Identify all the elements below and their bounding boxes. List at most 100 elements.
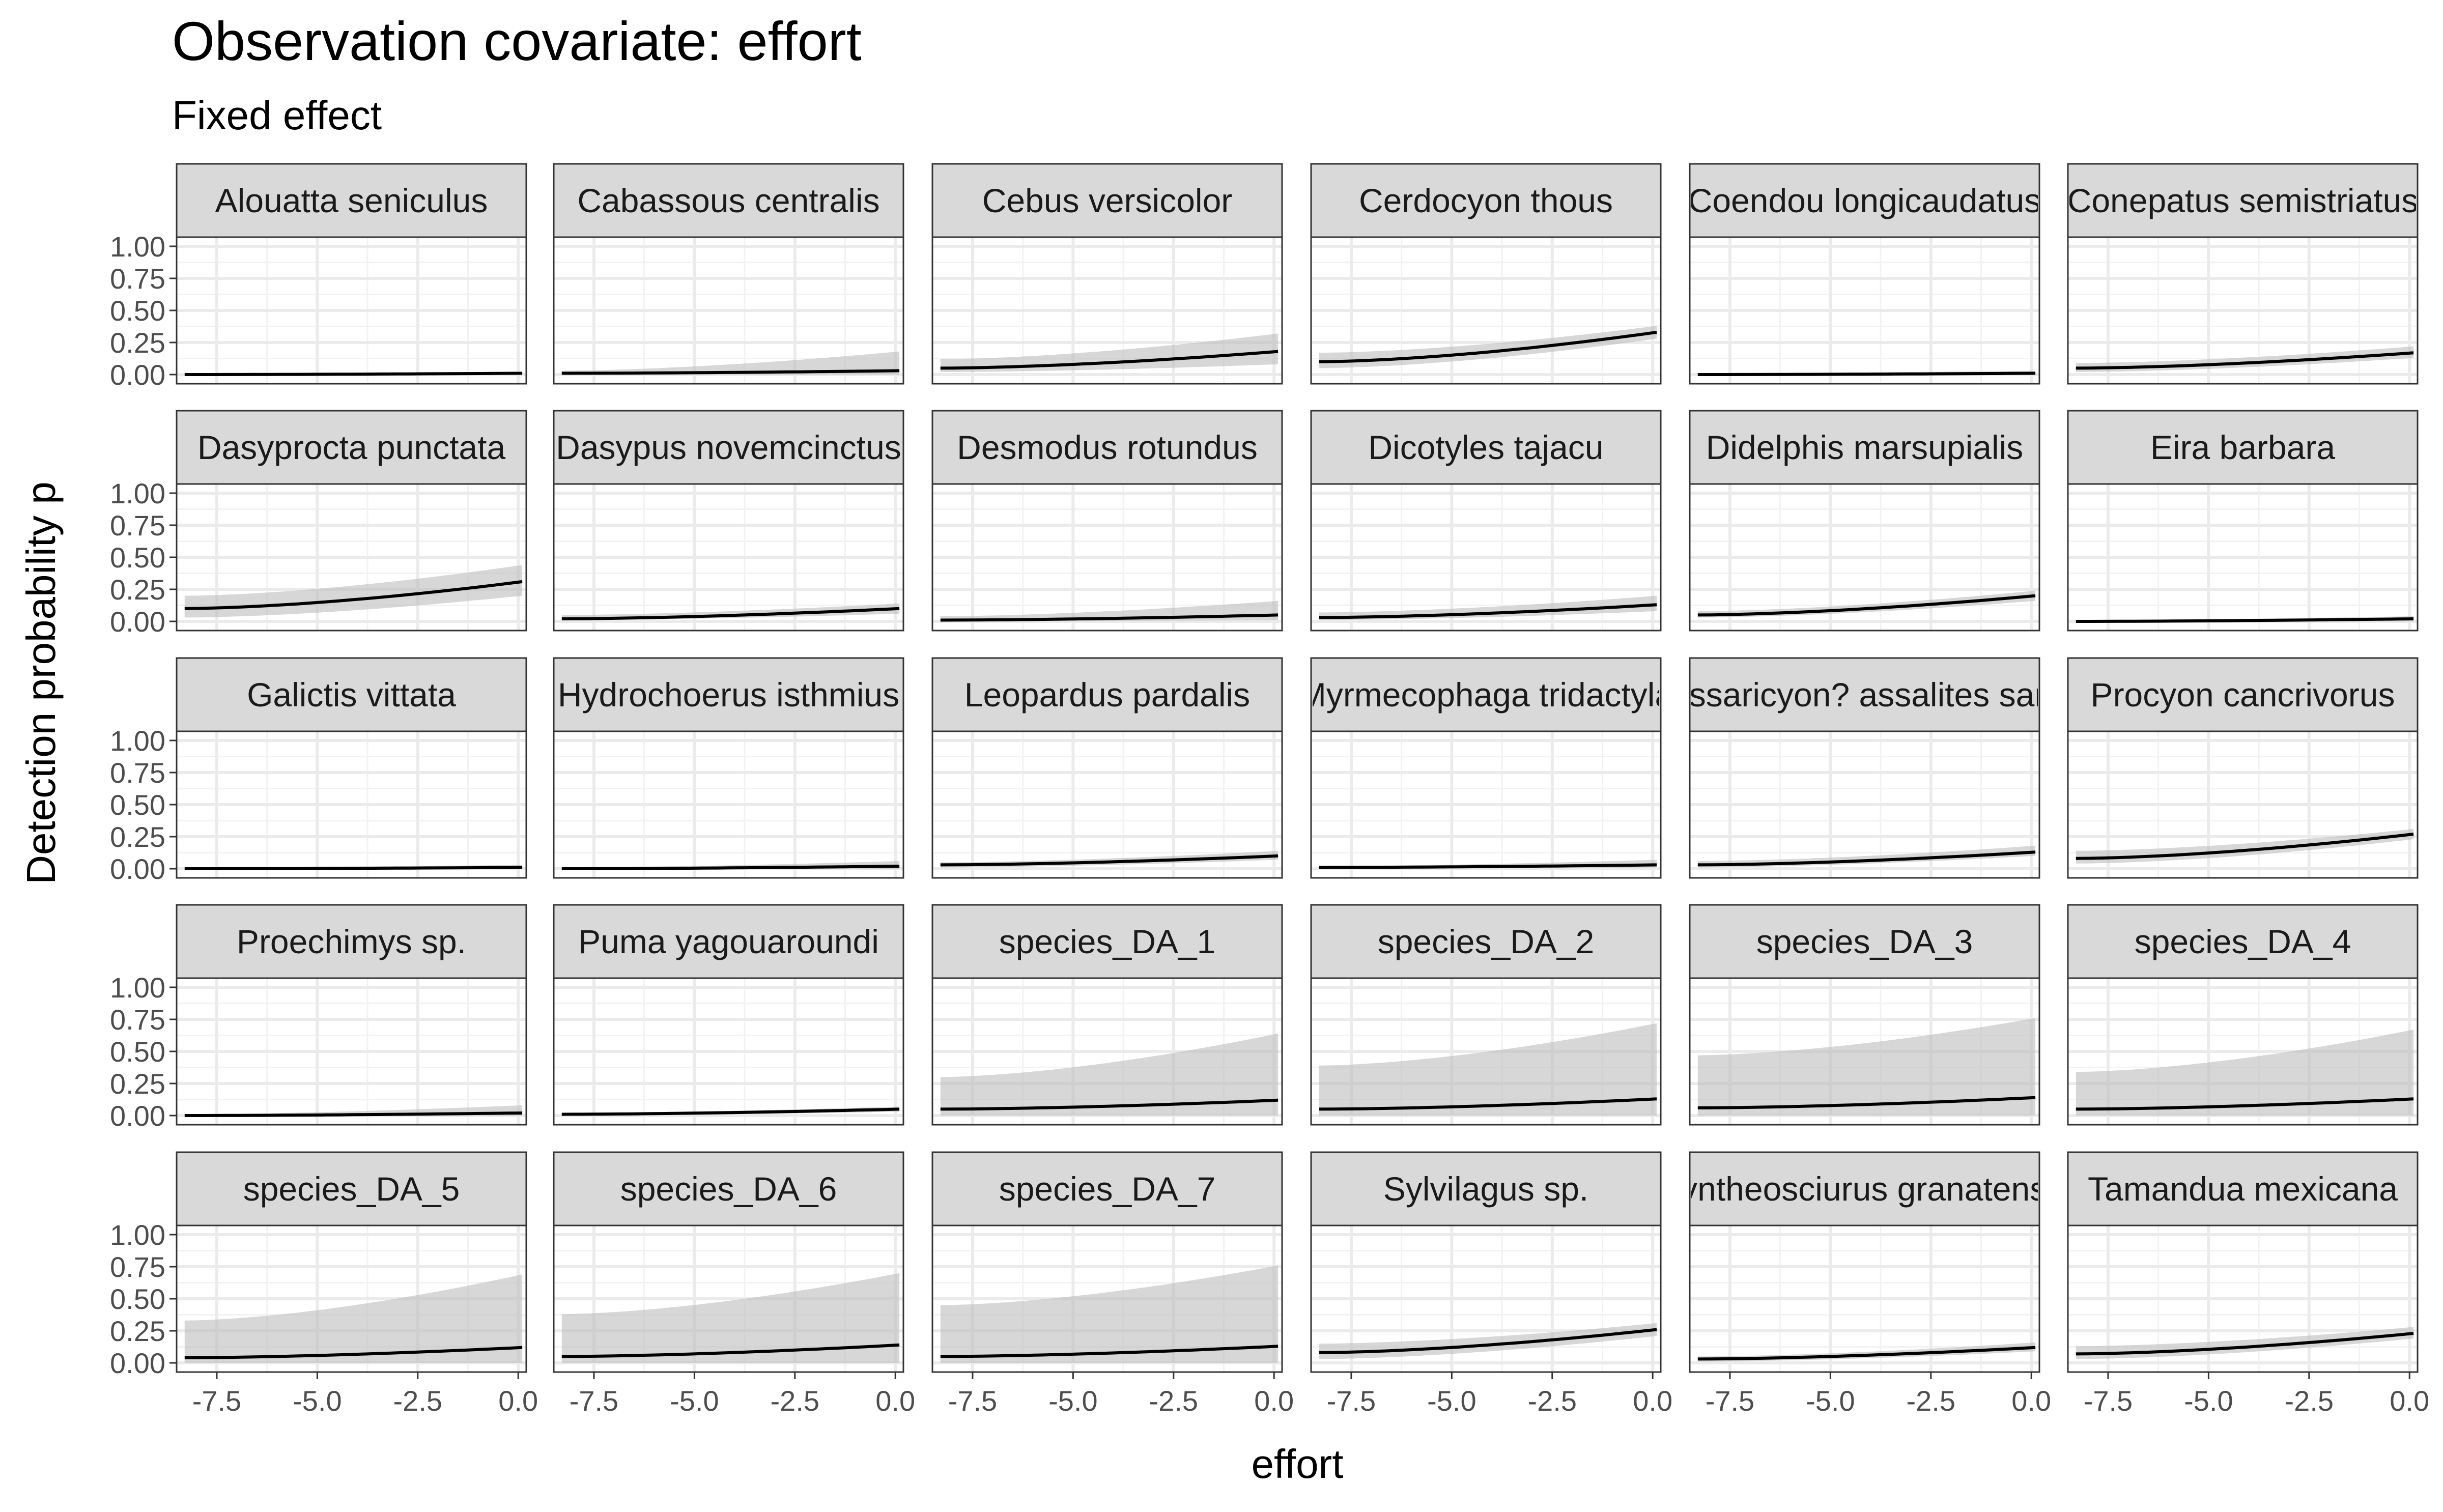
detection-line (1319, 603, 1657, 619)
facet-strip (1310, 904, 1662, 979)
panel-border (2067, 1224, 2419, 1373)
panel-border (931, 1224, 1283, 1373)
facet-panel: Puma yagouaroundi (553, 904, 904, 1126)
x-tick-label: -5.0 (293, 1385, 342, 1417)
facet-strip (176, 163, 527, 238)
facet-panel: species_DA_4 (2067, 904, 2419, 1126)
x-tick-label: 0.0 (498, 1385, 538, 1417)
confidence-band (940, 1033, 1279, 1116)
x-tick-label: -5.0 (2184, 1385, 2233, 1417)
y-tick-label: 0.00 (110, 359, 165, 391)
y-axis-title: Detection probability p (18, 481, 64, 885)
panel-border (1689, 1224, 2040, 1373)
detection-line (940, 854, 1279, 867)
facet-panel: species_DA_1 (931, 904, 1283, 1126)
detection-line (1697, 594, 2036, 617)
facet-strip-label: Dasyprocta punctata (197, 429, 506, 466)
detection-line (184, 866, 523, 870)
confidence-band (1697, 590, 2036, 618)
facet-strip-label: Cebus versicolor (982, 182, 1233, 219)
facet-panel: Cerdocyon thous (1310, 163, 1662, 385)
x-tick-label: -2.5 (1149, 1385, 1199, 1417)
confidence-band (1697, 1018, 2036, 1116)
facet-strip (176, 410, 527, 485)
y-tick-label: 0.25 (110, 821, 165, 853)
y-tick-label: 1.00 (110, 477, 165, 509)
y-tick-label: 0.00 (110, 1347, 165, 1379)
confidence-band (561, 1273, 900, 1363)
facet-strip-label: Nasuella/Bassaricyon? assalites sanctaem… (1508, 676, 2221, 714)
detection-line (1697, 1346, 2036, 1361)
confidence-band (184, 1274, 523, 1363)
facet-strip-label: species_DA_4 (2135, 923, 2351, 960)
x-tick-label: -5.0 (1427, 1385, 1476, 1417)
y-tick-label: 0.75 (110, 509, 165, 541)
confidence-band (561, 603, 900, 620)
facet-panel: Dasyprocta punctata 0.000.250.500.751.00 (110, 410, 527, 638)
y-tick-label: 1.00 (110, 231, 165, 263)
x-tick-label: -7.5 (192, 1385, 242, 1417)
x-tick-label: 0.0 (875, 1385, 915, 1417)
facet-strip-label: Tamandua mexicana (2088, 1170, 2398, 1208)
x-tick-label: 0.0 (2390, 1385, 2429, 1417)
y-tick-label: 0.25 (110, 1068, 165, 1100)
facet-panel: Alouatta seniculus 0.000.250.500.751.00 (110, 163, 527, 391)
x-tick-label: -7.5 (1706, 1385, 1755, 1417)
panel-border (1310, 1224, 1662, 1373)
facet-panel: Nasuella/Bassaricyon? assalites sanctaem… (1508, 657, 2221, 879)
detection-line (184, 1111, 523, 1117)
panel-border (553, 1224, 904, 1373)
panel-border (1689, 236, 2040, 385)
confidence-band (1319, 595, 1657, 620)
facet-strip (1310, 657, 1662, 732)
detection-line (184, 1346, 523, 1359)
facet-strip-label: species_DA_5 (243, 1170, 460, 1208)
detection-line (1319, 1328, 1657, 1354)
y-tick-label: 0.25 (110, 327, 165, 359)
facet-strip-label: Syntheosciurus granatensis (1658, 1170, 2071, 1208)
x-tick-label: -7.5 (2084, 1385, 2133, 1417)
confidence-band (2076, 1030, 2414, 1116)
detection-line (2076, 351, 2414, 370)
x-tick-label: -5.0 (670, 1385, 719, 1417)
facet-strip (1689, 1151, 2040, 1226)
y-tick-label: 0.00 (110, 853, 165, 885)
detection-line (561, 1343, 900, 1358)
facet-strip (1689, 657, 2040, 732)
facet-panel: Myrmecophaga tridactyla (1310, 657, 1662, 879)
panel-border (553, 236, 904, 385)
facet-strip-label: Procyon cancrivorus (2091, 676, 2395, 714)
facet-strip (2067, 904, 2419, 979)
facet-strip-label: Alouatta seniculus (215, 182, 488, 219)
facet-strip (1689, 410, 2040, 485)
y-tick-label: 0.25 (110, 574, 165, 606)
detection-line (2076, 1097, 2414, 1111)
facet-strip-label: Proechimys sp. (237, 923, 466, 960)
facet-panel: Tamandua mexicana -7.5 -5.0 -2.5 0.0 (2067, 1151, 2429, 1417)
facet-strip (176, 1151, 527, 1226)
facet-panel: species_DA_7 -7.5 -5.0 -2.5 0.0 (931, 1151, 1294, 1417)
confidence-band (940, 1265, 1279, 1363)
panel-border (1310, 977, 1662, 1126)
facet-strip-label: Desmodus rotundus (957, 429, 1258, 466)
x-tick-label: -2.5 (1907, 1385, 1956, 1417)
facet-strip-label: Puma yagouaroundi (578, 923, 879, 960)
facet-strip-label: Cerdocyon thous (1359, 182, 1613, 219)
x-tick-label: 0.0 (1254, 1385, 1294, 1417)
x-tick-label: -5.0 (1048, 1385, 1098, 1417)
y-tick-label: 0.75 (110, 263, 165, 295)
y-tick-label: 0.00 (110, 606, 165, 638)
facet-panel: Desmodus rotundus (931, 410, 1283, 632)
x-axis-title: effort (1252, 1441, 1344, 1487)
panel-border (1689, 483, 2040, 632)
facet-panel: Proechimys sp. 0.000.250.500.751.00 (110, 904, 527, 1132)
facet-panel: Dasypus novemcinctus (553, 410, 904, 632)
facet-strip-label: Hydrochoerus isthmius (558, 676, 899, 714)
facet-panel: species_DA_3 (1689, 904, 2040, 1126)
detection-line (1319, 1097, 1657, 1111)
facet-strip-label: species_DA_2 (1378, 923, 1595, 960)
facet-panel: Leopardus pardalis (931, 657, 1283, 879)
facet-strip (2067, 657, 2419, 732)
detection-line (561, 607, 900, 620)
facet-strip-label: Dicotyles tajacu (1368, 429, 1603, 466)
